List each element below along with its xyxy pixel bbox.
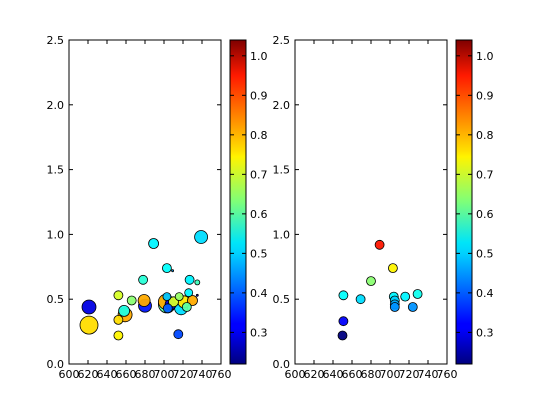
x-tick-label: 680 (361, 368, 382, 381)
data-point (171, 269, 175, 273)
data-point (194, 279, 201, 286)
y-tick-label: 1.0 (273, 228, 291, 241)
colorbar-tick-label: 0.7 (250, 168, 268, 181)
colorbar-tick-label: 0.5 (250, 247, 268, 260)
x-tick-label: 600 (285, 368, 306, 381)
y-tick-label: 0.0 (47, 358, 65, 371)
y-tick-label: 1.5 (273, 164, 291, 177)
data-point (126, 295, 137, 306)
data-point (187, 295, 198, 306)
data-point (162, 303, 173, 314)
x-tick-label: 600 (59, 368, 80, 381)
colorbar-tick-label: 0.9 (476, 89, 494, 102)
data-point (184, 288, 194, 298)
colorbar-tick-label: 1.0 (476, 50, 494, 63)
data-point (400, 291, 411, 302)
x-tick-label: 640 (323, 368, 344, 381)
colorbar-tick-label: 0.3 (250, 326, 268, 339)
x-tick-label: 620 (78, 368, 99, 381)
data-point (389, 302, 400, 312)
x-tick-label: 660 (116, 368, 137, 381)
colorbar-tick-label: 0.6 (250, 208, 268, 221)
y-tick-label: 0.5 (47, 293, 65, 306)
y-tick-label: 1.0 (47, 228, 65, 241)
data-point (79, 315, 99, 335)
y-tick-label: 2.0 (273, 99, 291, 112)
data-point (138, 274, 149, 285)
data-point (81, 299, 97, 315)
y-tick-label: 0.5 (273, 293, 291, 306)
data-point (366, 276, 376, 287)
y-tick-label: 0.0 (273, 358, 291, 371)
x-tick-label: 720 (399, 368, 420, 381)
x-tick-label: 700 (154, 368, 175, 381)
colorbar-tick-label: 0.8 (476, 129, 494, 142)
x-tick-label: 700 (380, 368, 401, 381)
colorbar-tick-label: 0.8 (250, 129, 268, 142)
colorbar-tick-label: 0.6 (476, 208, 494, 221)
colorbar (229, 39, 247, 365)
data-point (113, 314, 124, 325)
data-point (337, 330, 348, 341)
y-tick-label: 1.5 (47, 164, 65, 177)
data-point (355, 294, 366, 305)
x-tick-label: 740 (418, 368, 439, 381)
colorbar-tick-label: 0.4 (250, 287, 268, 300)
y-tick-label: 2.5 (273, 34, 291, 47)
data-point (338, 316, 349, 327)
x-tick-label: 740 (192, 368, 213, 381)
data-point (407, 302, 418, 312)
data-point (118, 304, 130, 317)
x-tick-label: 660 (342, 368, 363, 381)
data-point (195, 293, 199, 297)
data-point (113, 290, 124, 301)
x-tick-label: 620 (304, 368, 325, 381)
data-point (181, 302, 192, 312)
plot-area (294, 39, 448, 365)
colorbar-tick-label: 0.3 (476, 326, 494, 339)
data-point (184, 274, 195, 285)
x-tick-label: 760 (211, 368, 232, 381)
plot-area (68, 39, 222, 365)
data-point (161, 263, 172, 274)
data-point (174, 292, 184, 302)
x-tick-label: 720 (173, 368, 194, 381)
data-point (387, 263, 398, 274)
y-tick-label: 2.0 (47, 99, 65, 112)
colorbar-tick-label: 0.5 (476, 247, 494, 260)
colorbar-tick-label: 0.4 (476, 287, 494, 300)
colorbar-tick-label: 0.7 (476, 168, 494, 181)
y-tick-label: 2.5 (47, 34, 65, 47)
colorbar-tick-label: 0.9 (250, 89, 268, 102)
data-point (162, 292, 172, 302)
data-point (194, 230, 209, 244)
data-point (412, 289, 423, 299)
data-point (338, 290, 349, 301)
x-tick-label: 760 (437, 368, 458, 381)
colorbar-tick-label: 1.0 (250, 50, 268, 63)
data-point (374, 239, 385, 250)
data-point (148, 238, 160, 249)
data-point (137, 294, 151, 307)
data-point (113, 330, 124, 341)
x-tick-label: 680 (135, 368, 156, 381)
x-tick-label: 640 (97, 368, 118, 381)
data-point (173, 329, 184, 340)
colorbar (455, 39, 473, 365)
